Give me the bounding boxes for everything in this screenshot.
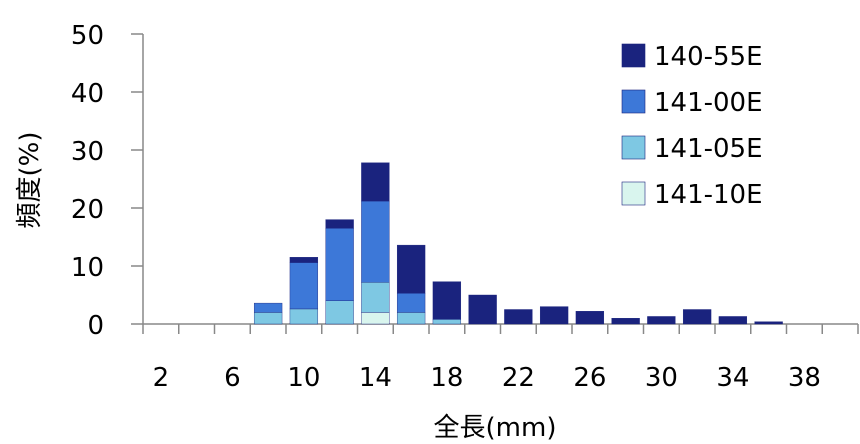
bar-segment-140-55E <box>754 321 783 325</box>
legend: 140-55E 141-00E 141-05E 141-10E <box>621 42 763 210</box>
y-tick-label: 30 <box>71 137 104 167</box>
y-tick-label: 10 <box>71 253 104 283</box>
legend-swatch <box>621 89 646 114</box>
legend-swatch <box>621 135 646 160</box>
bar-segment-141-00E <box>253 302 283 313</box>
bar-segment-140-55E <box>611 318 640 325</box>
bar-segment-141-05E <box>289 308 319 325</box>
bar-segment-141-05E <box>361 282 390 313</box>
y-axis: 0 10 20 30 40 50 <box>71 21 144 341</box>
bar-segment-140-55E <box>575 311 605 325</box>
x-tick-label: 6 <box>224 363 241 393</box>
x-axis: 2 6 10 14 18 22 26 30 34 38 <box>142 323 859 393</box>
x-tick-label: 10 <box>287 363 320 393</box>
bar-segment-140-55E <box>325 219 354 229</box>
y-tick-label: 20 <box>71 195 104 225</box>
bar-segment-141-10E <box>361 312 390 325</box>
bar-segment-141-05E <box>432 319 462 325</box>
x-tick-label: 38 <box>788 363 821 393</box>
bar-segment-141-00E <box>325 228 354 302</box>
bar-segment-140-55E <box>289 257 319 263</box>
y-tick-label: 50 <box>71 21 104 51</box>
bar-segment-140-55E <box>539 306 569 325</box>
bar-segment-141-05E <box>396 312 426 325</box>
legend-label: 141-10E <box>654 180 763 210</box>
bars <box>253 162 783 325</box>
bar-segment-141-00E <box>396 293 426 313</box>
x-tick-label: 2 <box>153 363 170 393</box>
bar-segment-141-05E <box>325 300 354 325</box>
bar-segment-140-55E <box>361 162 390 202</box>
legend-swatch <box>621 181 646 206</box>
bar-segment-141-05E <box>253 312 283 325</box>
bar-segment-140-55E <box>432 281 462 320</box>
y-axis-title: 頻度(%) <box>15 132 45 229</box>
legend-swatch <box>621 43 646 68</box>
legend-label: 141-05E <box>654 134 763 164</box>
x-tick-label: 22 <box>502 363 535 393</box>
bar-segment-140-55E <box>718 316 748 325</box>
bar-segment-140-55E <box>468 294 497 325</box>
bar-segment-140-55E <box>504 309 533 325</box>
x-tick-label: 14 <box>359 363 392 393</box>
bar-segment-140-55E <box>682 309 712 325</box>
bar-segment-141-00E <box>289 262 319 310</box>
y-tick-label: 40 <box>71 79 104 109</box>
legend-label: 141-00E <box>654 88 763 118</box>
y-tick-label: 0 <box>87 311 104 341</box>
bar-segment-141-00E <box>361 200 390 283</box>
x-tick-label: 18 <box>430 363 463 393</box>
x-axis-title: 全長(mm) <box>434 413 557 443</box>
legend-label: 140-55E <box>654 42 763 72</box>
x-tick-label: 30 <box>645 363 678 393</box>
bar-segment-140-55E <box>647 316 676 325</box>
x-tick-label: 26 <box>573 363 606 393</box>
x-tick-label: 34 <box>716 363 749 393</box>
bar-segment-140-55E <box>396 244 426 294</box>
